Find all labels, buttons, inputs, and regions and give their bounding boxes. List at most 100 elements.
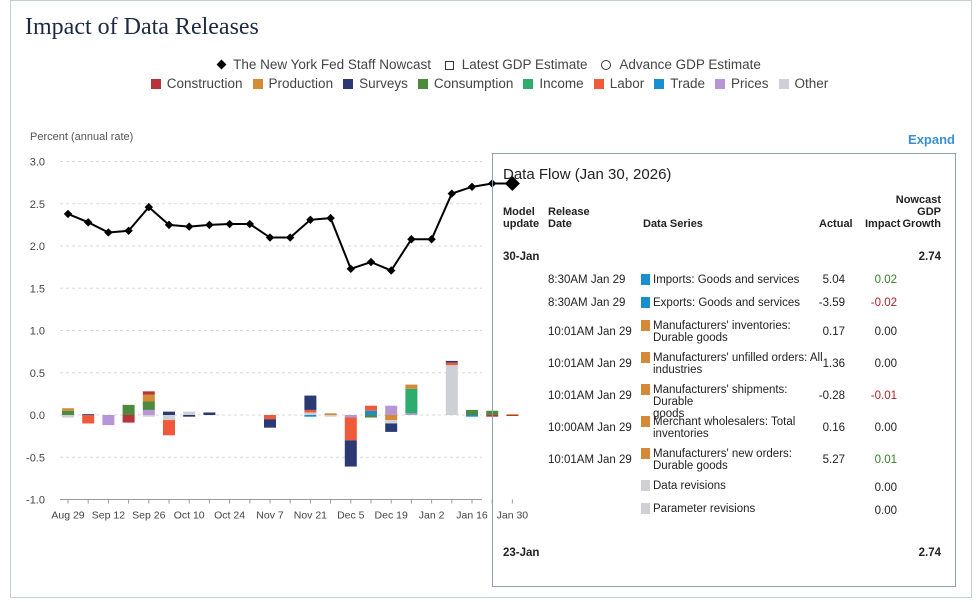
impact-value: 0.02: [874, 274, 897, 286]
panel-title: Data Flow (Jan 30, 2026): [503, 166, 672, 183]
actual-value: -0.28: [818, 390, 845, 402]
legend-nowcast[interactable]: The New York Fed Staff Nowcast: [216, 57, 431, 72]
legend-label: Income: [539, 76, 584, 91]
category-swatch: [641, 297, 650, 308]
legend-label: Trade: [670, 76, 705, 91]
nowcast-point: [124, 226, 133, 235]
nowcast-point: [427, 235, 436, 244]
bar-segment: [304, 415, 317, 417]
legend-latest[interactable]: Latest GDP Estimate: [444, 57, 588, 72]
bar-segment: [385, 405, 398, 415]
legend-other[interactable]: Other: [778, 76, 828, 91]
legend-swatch: [593, 79, 604, 89]
bar-segment: [82, 415, 95, 424]
header-actual: Actual: [819, 218, 853, 230]
legend-advance-label: Advance GDP Estimate: [619, 57, 761, 72]
legend-label: Prices: [730, 76, 769, 91]
data-series-name: Manufacturers' new orders: Durable goods: [653, 448, 823, 472]
data-series-line: inventories: [653, 428, 709, 440]
category-swatch: [641, 480, 650, 491]
legend-swatch: [150, 79, 161, 89]
impact-value: 0.00: [874, 422, 897, 434]
bar-segment: [445, 362, 458, 366]
data-series-line: Data revisions: [653, 480, 726, 492]
impact-value: -0.02: [870, 297, 897, 309]
legend-labor[interactable]: Labor: [593, 76, 644, 91]
x-tick-label: Nov 7: [256, 510, 284, 522]
data-series-name: Merchant wholesalers: Total inventories: [653, 416, 823, 440]
bar-segment: [82, 414, 95, 416]
y-tick-label: 0.0: [30, 410, 45, 422]
bar-segment: [304, 395, 317, 410]
nowcast-point: [326, 213, 335, 223]
data-series-name: Data revisions: [653, 480, 823, 492]
impact-value: 0.01: [874, 454, 897, 466]
actual-value: 0.17: [822, 326, 845, 338]
bar-segment: [385, 415, 398, 421]
legend-advance[interactable]: Advance GDP Estimate: [601, 57, 761, 72]
legend-income[interactable]: Income: [523, 76, 584, 91]
bar-segment: [163, 411, 175, 415]
bar-segment: [264, 419, 276, 428]
nowcast-point: [63, 209, 73, 219]
y-tick-label: 3.0: [30, 157, 45, 169]
legend-label: Construction: [166, 76, 243, 91]
bar-segment: [365, 405, 377, 411]
bar-segment: [304, 409, 317, 413]
legend-production[interactable]: Production: [252, 76, 333, 91]
data-series-line: industries: [653, 364, 703, 376]
legend-swatch: [417, 79, 428, 89]
bar-segment: [365, 410, 377, 415]
bar-segment: [142, 394, 155, 402]
legend-categories: Construction Production Surveys Consumption…: [0, 76, 979, 91]
y-tick-label: -1.0: [26, 495, 45, 507]
x-tick-label: Oct 24: [214, 510, 245, 522]
bar-segment: [445, 360, 458, 363]
data-series-line: Merchant wholesalers: Total: [653, 416, 796, 428]
data-series-name: Manufacturers' inventories: Durable goods: [653, 320, 823, 344]
bar-segment: [344, 440, 357, 467]
legend-swatch: [714, 79, 725, 89]
nowcast-line: [67, 182, 513, 272]
category-swatch: [641, 384, 650, 395]
header-model-update: Model update: [503, 206, 540, 230]
expand-link[interactable]: Expand: [908, 132, 955, 147]
actual-value: -3.59: [818, 297, 845, 309]
impact-value: -0.01: [870, 390, 897, 402]
nowcast-point: [245, 219, 254, 229]
legend-nowcast-label: The New York Fed Staff Nowcast: [233, 57, 431, 72]
y-axis-label: Percent (annual rate): [30, 131, 134, 143]
y-tick-label: 2.5: [30, 199, 45, 211]
legend-prices[interactable]: Prices: [714, 76, 769, 91]
release-date: 8:30AM Jan 29: [548, 274, 626, 286]
nowcast-point: [286, 233, 295, 242]
release-date: 10:01AM Jan 29: [548, 454, 632, 466]
bar-segment: [142, 415, 155, 417]
bar-segment: [62, 408, 74, 411]
legend-construction[interactable]: Construction: [150, 76, 243, 91]
y-tick-label: -0.5: [26, 452, 45, 464]
bar-segment: [304, 412, 317, 415]
bar-segment: [385, 423, 398, 432]
category-swatch: [641, 274, 650, 285]
impact-value: 0.00: [874, 505, 897, 517]
header-impact: Impact: [865, 218, 901, 230]
legend-consumption[interactable]: Consumption: [417, 76, 514, 91]
data-series-line: Exports: Goods and services: [653, 297, 801, 309]
bar-segment: [142, 401, 155, 410]
data-series-name: Manufacturers' shipments: Durable goods: [653, 384, 823, 420]
nowcast-point: [164, 220, 174, 230]
legend-trade[interactable]: Trade: [654, 76, 705, 91]
legend-swatch: [778, 79, 789, 89]
data-series-name: Exports: Goods and services: [653, 297, 823, 309]
nowcast-point: [84, 218, 93, 227]
nowcast-point: [265, 233, 275, 242]
bar-segment: [62, 410, 74, 415]
category-swatch: [641, 352, 650, 363]
nowcast-point: [387, 266, 396, 275]
legend-surveys[interactable]: Surveys: [343, 76, 408, 91]
category-swatch: [641, 320, 650, 331]
legend-label: Consumption: [433, 76, 514, 91]
bar-segment: [122, 404, 135, 415]
nowcast-point: [467, 182, 477, 192]
